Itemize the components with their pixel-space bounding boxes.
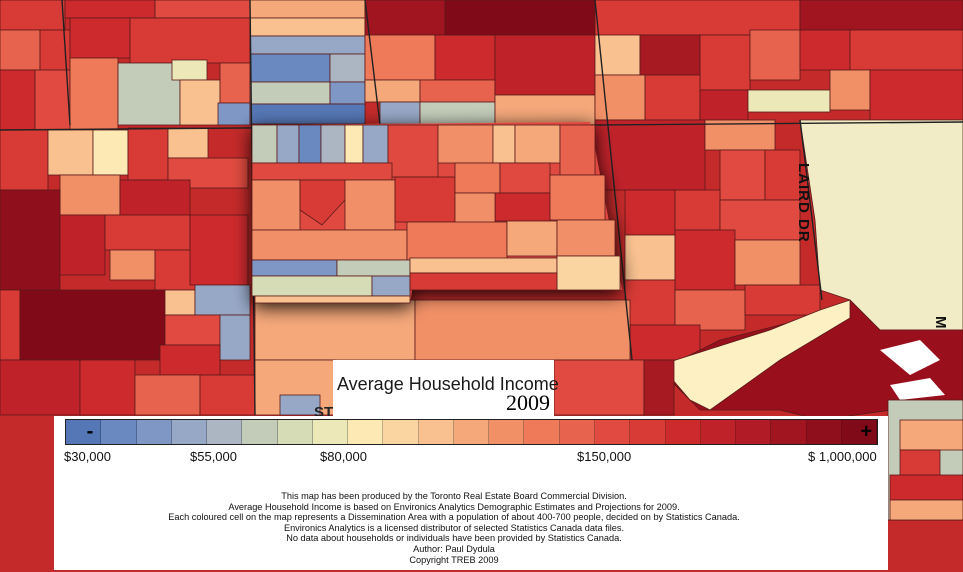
map-title: Average Household Income (337, 374, 559, 394)
legend-ramp-cell (841, 420, 878, 444)
credit-author: Author: Paul Dydula (413, 543, 495, 554)
legend-ramp-cell (453, 420, 490, 444)
street-label-partial-right: M (932, 316, 949, 329)
credit-line: Each coloured cell on the map represents… (168, 512, 740, 523)
income-color-ramp: - + (65, 419, 878, 445)
legend-ramp-cell (771, 420, 807, 444)
legend-ramp-cell (559, 420, 595, 444)
legend-plus-symbol: + (860, 420, 872, 443)
map-title-box: Average Household Income 2009 (333, 360, 559, 416)
legend-label-30000: $30,000 (64, 449, 111, 464)
legend-panel: - + $30,000 $55,000 $80,000 $150,000 $ 1… (54, 416, 888, 570)
legend-ramp-cell (524, 420, 560, 444)
dissemination-areas (0, 0, 963, 521)
legend-minus-symbol: - (86, 420, 94, 443)
legend-ramp-cell (418, 420, 454, 444)
legend-ramp-cell (736, 420, 772, 444)
legend-label-80000: $80,000 (320, 449, 367, 464)
legend-ramp-cell (277, 420, 313, 444)
legend-ramp-cell (207, 420, 243, 444)
legend-label-1000000: $ 1,000,000 (808, 449, 877, 464)
legend-ramp-cell (312, 420, 349, 444)
legend-label-55000: $55,000 (190, 449, 237, 464)
legend-ramp-cell (700, 420, 737, 444)
legend-ramp-cell (136, 420, 172, 444)
legend-ramp-cell (806, 420, 842, 444)
credit-line: Average Household Income is based on Env… (228, 501, 680, 512)
credit-line: This map has been produced by the Toront… (281, 491, 627, 501)
legend-ramp-cell (594, 420, 631, 444)
credit-line: No data about households or individuals … (286, 533, 622, 544)
map-year: 2009 (506, 390, 550, 415)
legend-ramp-cell (383, 420, 419, 444)
legend-ramp-cell (630, 420, 666, 444)
legend-ramp-cell (66, 420, 102, 444)
credit-copyright: Copyright TREB 2009 (409, 554, 499, 565)
credits-block: This map has been produced by the Toront… (54, 491, 854, 565)
legend-ramp-cell (171, 420, 208, 444)
legend-ramp-cell (101, 420, 137, 444)
legend-ramp-cell (242, 420, 278, 444)
legend-ramp-cell (489, 420, 525, 444)
street-label-laird: LAIRD DR (795, 163, 812, 243)
legend-ramp-cell (348, 420, 384, 444)
highlight-inset (251, 122, 622, 304)
legend-label-150000: $150,000 (577, 449, 632, 464)
legend-ramp-cell (665, 420, 701, 444)
credit-line: Environics Analytics is a licensed distr… (283, 522, 625, 533)
